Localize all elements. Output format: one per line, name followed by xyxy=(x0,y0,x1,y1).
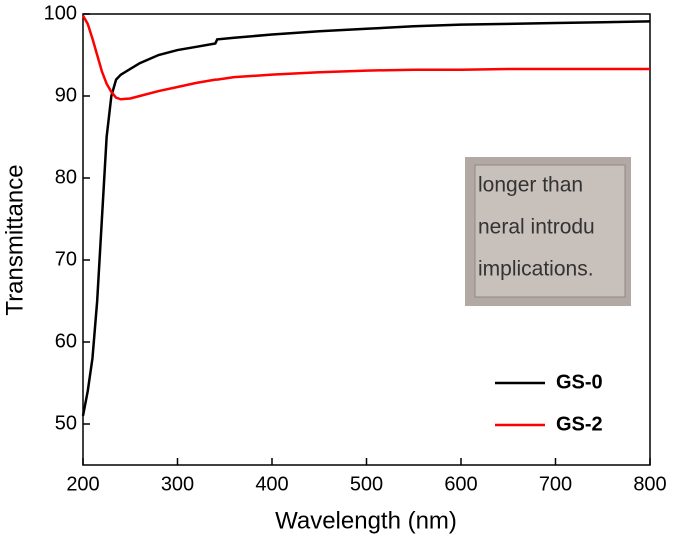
y-axis-title: Transmittance xyxy=(1,164,28,315)
series-line xyxy=(81,15,650,101)
y-tick-label: 80 xyxy=(55,166,77,188)
legend-label: GS-0 xyxy=(556,371,603,393)
y-tick-label: 70 xyxy=(55,248,77,270)
x-tick-label: 300 xyxy=(161,473,194,495)
x-tick-label: 700 xyxy=(539,473,572,495)
x-tick-label: 800 xyxy=(633,473,666,495)
inset-text: neral introdu xyxy=(478,216,595,239)
x-tick-label: 600 xyxy=(444,473,477,495)
y-tick-label: 50 xyxy=(55,412,77,434)
y-tick-label: 100 xyxy=(44,2,77,24)
legend-label: GS-2 xyxy=(556,413,603,435)
x-tick-label: 200 xyxy=(66,473,99,495)
series-line xyxy=(81,20,651,417)
inset-text: longer than xyxy=(478,174,583,197)
inset-photo: longer than neral introdu implications. xyxy=(465,157,631,306)
inset-text: implications. xyxy=(478,258,594,281)
glass-sample xyxy=(474,164,626,298)
x-tick-label: 400 xyxy=(255,473,288,495)
y-tick-label: 60 xyxy=(55,330,77,352)
x-axis-title: Wavelength (nm) xyxy=(275,507,457,534)
y-tick-label: 90 xyxy=(55,84,77,106)
x-tick-label: 500 xyxy=(350,473,383,495)
